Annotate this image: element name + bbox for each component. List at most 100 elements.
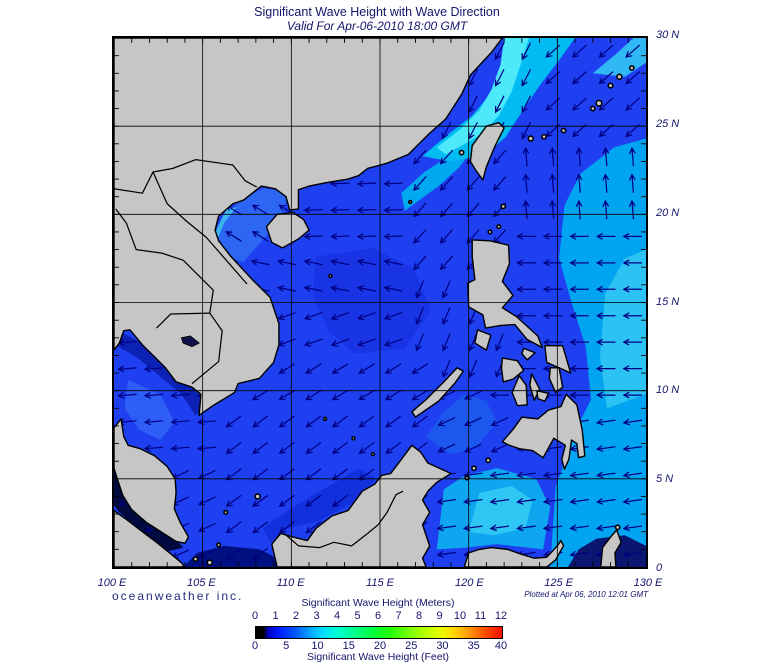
landmass-malay-peninsula: [114, 418, 190, 544]
legend-meters-tick: 9: [436, 610, 443, 622]
legend-meters-tick: 0: [251, 610, 259, 622]
legend-meters-tick: 8: [415, 610, 423, 622]
small-island: [541, 133, 547, 140]
landmass-halmahera: [600, 529, 622, 567]
lon-tick-label: 130 E: [633, 577, 663, 589]
lon-tick-label: 105 E: [186, 577, 216, 589]
legend-feet-tick: 5: [283, 640, 290, 652]
legend-meters-tick: 2: [292, 610, 300, 622]
small-island: [527, 135, 535, 142]
small-island: [628, 65, 635, 71]
legend-feet-tick: 20: [373, 640, 387, 652]
legend-feet-tick: 0: [251, 640, 259, 652]
legend-feet-tick: 35: [467, 640, 480, 652]
legend-meters-tick: 12: [494, 610, 508, 622]
border-cambodia-north-border: [156, 312, 210, 329]
small-island: [614, 524, 621, 531]
small-island: [607, 82, 614, 89]
legend-meters-tick: 6: [374, 610, 382, 622]
lat-tick-label: 30 N: [656, 29, 680, 41]
lat-tick-label: 0: [656, 562, 663, 574]
wave-map: [112, 36, 648, 569]
landmass-panay: [500, 357, 525, 383]
legend-feet-tick: 40: [494, 640, 508, 652]
landmass-bohol: [536, 389, 550, 402]
landmass-sulawesi-north: [463, 539, 565, 567]
legend-colorbar: [255, 626, 503, 639]
small-island: [560, 127, 567, 134]
oceanweather-branding: oceanweather inc.: [112, 589, 244, 603]
small-island: [589, 105, 596, 112]
lat-tick-label: 5 N: [656, 473, 674, 486]
lon-tick-label: 110 E: [276, 577, 305, 589]
landmass-masbate: [521, 347, 536, 361]
small-island: [351, 436, 356, 441]
wave-patch-pacific-east-philippines: [550, 138, 646, 567]
wave-patch-gulf-of-thailand-bright: [124, 380, 175, 441]
legend-meters-tick: 4: [333, 610, 341, 622]
small-island: [254, 493, 261, 500]
small-island: [223, 509, 229, 515]
landmass-mindoro: [474, 329, 492, 351]
lat-tick-label: 10 N: [656, 384, 680, 397]
small-island: [616, 73, 623, 81]
small-island: [458, 149, 465, 156]
legend-feet-tick: 10: [311, 640, 324, 652]
small-island: [496, 224, 502, 230]
wave-patch-taiwan-strait-cyan: [436, 38, 529, 155]
wave-patch-central-scs-dark: [312, 247, 432, 354]
small-island: [370, 451, 376, 457]
lat-tick-label: 15 N: [656, 295, 680, 308]
small-island: [595, 99, 603, 107]
legend-feet-tick: 15: [342, 640, 355, 652]
lake-tonle-sap: [180, 335, 200, 348]
wave-map-canvas: [114, 38, 646, 567]
legend-meters-tick: 7: [395, 610, 402, 622]
small-island: [192, 556, 199, 562]
border-thailand-laos-border: [115, 208, 214, 314]
lat-tick-label: 20 N: [656, 206, 680, 219]
wave-patch-vietnam-coast-cyan: [213, 207, 237, 241]
lon-tick-label: 125 E: [544, 577, 574, 589]
landmass-luzon: [467, 239, 543, 349]
legend-meters-tick: 3: [313, 610, 320, 622]
lat-tick-label: 25 N: [656, 117, 680, 130]
landmass-sumatra: [114, 509, 185, 567]
landmass-asia-mainland: [114, 38, 504, 417]
valid-time-subtitle: Valid For Apr-06-2010 18:00 GMT: [286, 19, 468, 33]
landmass-samar: [544, 344, 572, 374]
border-borneo-border: [283, 490, 404, 549]
legend-meters-tick: 5: [354, 610, 361, 622]
legend-feet-tick: 25: [405, 640, 418, 652]
border-china-south-border: [114, 159, 258, 194]
landmass-hainan: [265, 211, 310, 249]
lon-tick-label: 100 E: [97, 577, 127, 589]
landmass-taiwan: [469, 121, 505, 181]
small-island: [487, 229, 493, 235]
legend-meters-tick: 11: [474, 610, 487, 622]
legend-meters-tick: 1: [272, 610, 279, 622]
landmass-palawan: [411, 367, 465, 418]
small-island: [328, 273, 333, 279]
wave-patch-celebes-core-light: [468, 485, 533, 536]
plotted-timestamp: Plotted at Apr 06, 2010 12:01 GMT: [524, 590, 648, 599]
small-island: [471, 465, 477, 472]
legend-meters-label: Significant Wave Height (Meters): [301, 597, 455, 609]
page-title: Significant Wave Height with Wave Direct…: [254, 5, 500, 19]
border-cambodia-vietnam-border: [191, 312, 223, 385]
small-island: [322, 416, 328, 422]
wave-patch-sw-taiwan-azure: [401, 152, 471, 211]
lon-tick-label: 120 E: [454, 577, 484, 589]
legend-meters-tick: 10: [453, 610, 467, 622]
small-island: [206, 559, 214, 566]
small-island: [407, 199, 413, 205]
wave-patch-sulu-sea-mid: [426, 394, 498, 455]
legend-feet-tick: 30: [436, 640, 449, 652]
wave-patch-gulf-of-tonkin-light: [215, 187, 288, 262]
small-island: [216, 542, 222, 548]
small-island: [485, 457, 492, 464]
landmass-mindanao: [501, 393, 586, 470]
lon-tick-label: 115 E: [366, 577, 394, 589]
legend-feet-label: Significant Wave Height (Feet): [306, 651, 449, 663]
